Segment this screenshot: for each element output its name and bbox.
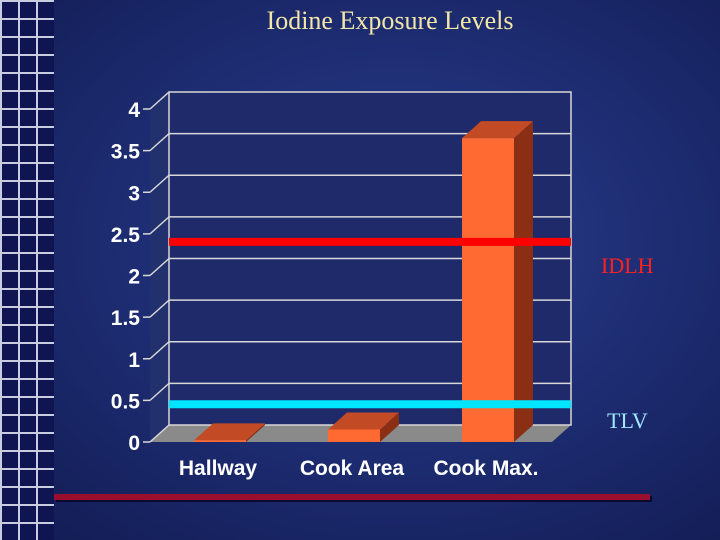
- x-tick-label: Hallway: [179, 457, 258, 480]
- x-tick-label: Cook Max.: [433, 457, 538, 480]
- bar-side: [514, 121, 533, 442]
- y-tick-label: 3.5: [111, 141, 141, 164]
- bar-front: [328, 430, 380, 442]
- x-axis-labels: Hallway Cook Area Cook Max.: [179, 457, 539, 480]
- y-tick-label: 4: [128, 99, 140, 122]
- y-tick-label: 2: [128, 266, 140, 289]
- bar-front: [194, 440, 246, 442]
- bar-cook-max: [462, 121, 533, 442]
- bar-front: [462, 138, 514, 442]
- y-tick-label: 3: [128, 182, 140, 205]
- y-tick-label: 0.5: [111, 390, 141, 413]
- y-axis-ticks: 0 0.5 1 1.5 2 2.5 3 3.5 4: [111, 99, 141, 455]
- x-tick-label: Cook Area: [300, 457, 405, 480]
- idlh-label: IDLH: [601, 253, 654, 279]
- y-tick-label: 1.5: [111, 307, 141, 330]
- y-tick-label: 2.5: [111, 224, 141, 247]
- bottom-divider: [54, 494, 650, 500]
- tlv-label: TLV: [607, 408, 648, 434]
- y-tick-label: 0: [128, 432, 140, 455]
- y-tick-label: 1: [128, 349, 140, 372]
